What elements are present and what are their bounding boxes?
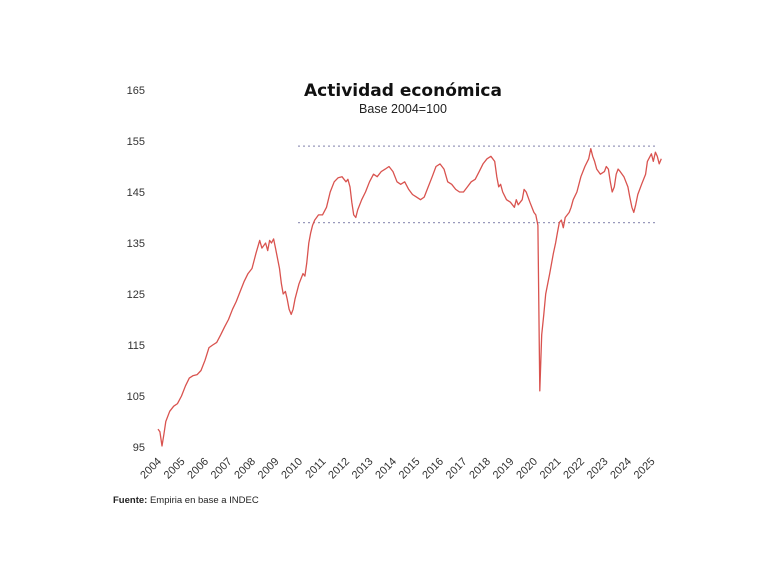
source-label: Fuente: (113, 495, 148, 506)
x-tick-label: 2012 (326, 456, 352, 482)
x-tick-label: 2025 (632, 456, 658, 482)
y-tick-label: 135 (127, 238, 145, 250)
x-tick-label: 2015 (397, 456, 423, 482)
y-tick-label: 115 (127, 340, 145, 352)
x-tick-label: 2014 (373, 456, 399, 482)
x-tick-label: 2009 (256, 456, 282, 482)
series-line (157, 147, 662, 447)
x-tick-label: 2008 (232, 456, 258, 482)
x-tick-label: 2023 (585, 456, 611, 482)
y-tick-label: 105 (127, 391, 145, 403)
series-layer (157, 147, 662, 447)
x-tick-label: 2020 (514, 456, 540, 482)
y-tick-label: 155 (127, 136, 145, 148)
reference-lines (298, 145, 658, 224)
x-tick-label: 2006 (185, 456, 211, 482)
x-tick-label: 2004 (138, 456, 164, 482)
x-tick-label: 2005 (162, 456, 188, 482)
y-tick-label: 95 (133, 442, 145, 454)
x-tick-label: 2007 (209, 456, 235, 482)
x-tick-label: 2019 (491, 456, 517, 482)
y-tick-label: 165 (127, 85, 145, 97)
x-tick-label: 2021 (538, 456, 564, 482)
x-tick-label: 2024 (608, 456, 634, 482)
source-text: Empiria en base a INDEC (147, 495, 259, 506)
x-tick-label: 2011 (303, 456, 328, 481)
y-tick-label: 125 (127, 289, 145, 301)
source-note: Fuente: Empiria en base a INDEC (113, 495, 259, 506)
y-axis-ticks: 95 105 115 125 135 145 155 165 (127, 85, 145, 454)
x-tick-label: 2013 (350, 456, 376, 482)
x-axis-ticks: 2004200520062007200820092010201120122013… (138, 456, 657, 482)
x-tick-label: 2016 (420, 456, 446, 482)
x-tick-label: 2018 (467, 456, 493, 482)
chart-title: Actividad económica (304, 81, 502, 101)
x-tick-label: 2022 (561, 456, 587, 482)
chart-subtitle: Base 2004=100 (359, 102, 447, 116)
x-tick-label: 2010 (279, 456, 305, 482)
y-tick-label: 145 (127, 187, 145, 199)
x-tick-label: 2017 (444, 456, 470, 482)
